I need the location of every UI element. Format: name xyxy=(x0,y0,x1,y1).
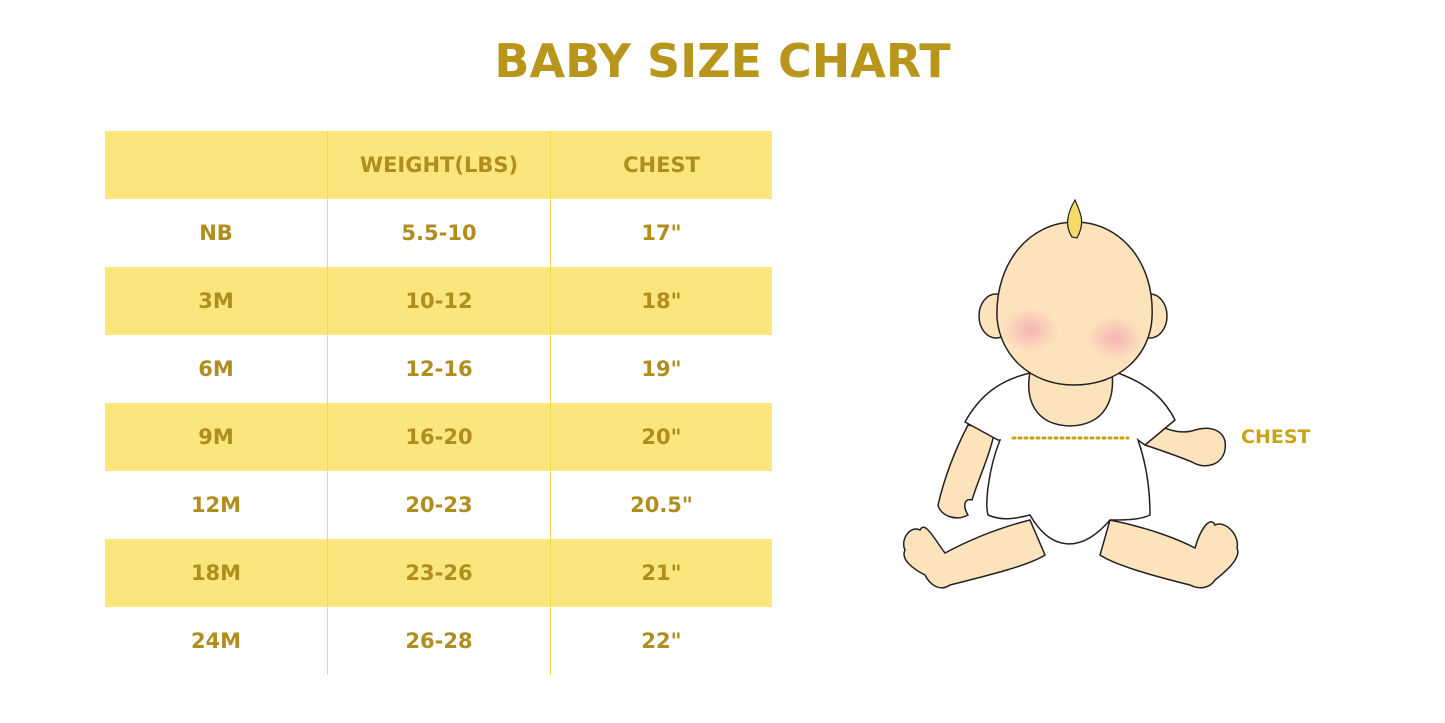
weight-cell: 5.5-10 xyxy=(327,199,551,267)
chest-cell: 18" xyxy=(550,267,772,335)
table-row: 12M 20-23 20.5" xyxy=(105,471,772,539)
table-header-row: WEIGHT(LBS) CHEST xyxy=(105,131,772,199)
weight-cell: 16-20 xyxy=(327,403,551,471)
table-row: 24M 26-28 22" xyxy=(105,607,772,675)
table-row: 3M 10-12 18" xyxy=(105,267,772,335)
size-cell: 24M xyxy=(190,629,242,653)
chest-cell: 20.5" xyxy=(550,471,772,539)
chest-cell: 22" xyxy=(550,607,772,675)
header-weight: WEIGHT(LBS) xyxy=(327,131,551,199)
size-cell: 18M xyxy=(105,539,328,607)
weight-cell: 20-23 xyxy=(327,471,551,539)
size-cell: 12M xyxy=(190,493,242,517)
chest-cell: 20" xyxy=(550,403,772,471)
page-title: BABY SIZE CHART xyxy=(494,34,951,88)
header-chest: CHEST xyxy=(550,131,772,199)
weight-cell: 26-28 xyxy=(327,607,551,675)
weight-cell: 10-12 xyxy=(327,267,551,335)
chest-label: CHEST xyxy=(1241,426,1311,448)
table-row: 9M 16-20 20" xyxy=(105,403,772,471)
size-cell: 3M xyxy=(105,267,328,335)
baby-illustration xyxy=(903,198,1239,589)
chest-cell: 19" xyxy=(550,335,772,403)
chest-cell: 21" xyxy=(550,539,772,607)
table-row: NB 5.5-10 17" xyxy=(105,199,772,267)
table-row: 18M 23-26 21" xyxy=(105,539,772,607)
hair-curl-icon xyxy=(1066,198,1083,239)
weight-cell: 12-16 xyxy=(327,335,551,403)
size-cell: 6M xyxy=(198,357,234,381)
size-cell: NB xyxy=(199,221,233,245)
table-row: 6M 12-16 19" xyxy=(105,335,772,403)
size-cell: 9M xyxy=(105,403,328,471)
size-table: WEIGHT(LBS) CHEST NB 5.5-10 17" 3M 10-12 18"… xyxy=(105,131,772,675)
header-size xyxy=(105,131,328,199)
chest-cell: 17" xyxy=(550,199,772,267)
weight-cell: 23-26 xyxy=(327,539,551,607)
